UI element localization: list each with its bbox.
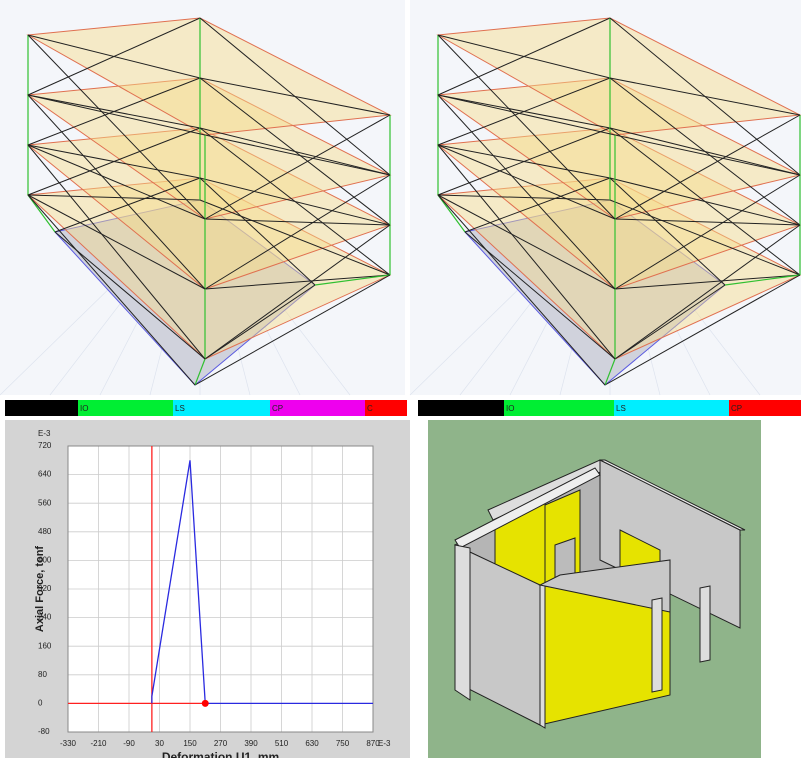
column xyxy=(540,585,545,728)
bar-segment xyxy=(5,400,78,416)
bar-label: LS xyxy=(175,404,185,413)
bar-label: IO xyxy=(506,404,514,413)
x-tick-label: -210 xyxy=(90,739,107,748)
x-tick-label: 630 xyxy=(305,739,319,748)
y-tick-label: 0 xyxy=(38,699,43,708)
x-tick-label: 510 xyxy=(275,739,289,748)
bar-label: CP xyxy=(272,404,283,413)
y-scale-label: E-3 xyxy=(38,429,51,438)
y-tick-label: 160 xyxy=(38,641,52,650)
bar-label: IO xyxy=(80,404,88,413)
bar-label: LS xyxy=(616,404,626,413)
x-tick-label: 150 xyxy=(183,739,197,748)
y-tick-label: 640 xyxy=(38,470,52,479)
point xyxy=(202,700,209,707)
bar-segment xyxy=(418,400,504,416)
bar-segment xyxy=(173,400,270,416)
bar-label: CP xyxy=(731,404,742,413)
y-tick-label: 560 xyxy=(38,498,52,507)
bar-segment xyxy=(78,400,173,416)
column xyxy=(455,545,470,700)
y-tick-label: 720 xyxy=(38,441,52,450)
page: IO LS CP C IO LS CP -8008016024032040048… xyxy=(0,0,801,758)
x-axis-label: Deformation U1, mm xyxy=(162,750,279,758)
y-tick-label: 480 xyxy=(38,527,52,536)
x-tick-label: -90 xyxy=(123,739,135,748)
x-tick-label: 30 xyxy=(155,739,164,748)
bar-label: C xyxy=(367,404,373,413)
bar-segment xyxy=(270,400,365,416)
y-tick-label: -80 xyxy=(38,727,50,736)
y-tick-label: 80 xyxy=(38,670,47,679)
x-tick-label: 390 xyxy=(244,739,258,748)
column xyxy=(700,586,710,662)
bar-segment xyxy=(504,400,614,416)
y-axis-label: Axial Force, tonf xyxy=(34,546,46,633)
figure: IO LS CP C IO LS CP -8008016024032040048… xyxy=(0,0,801,758)
x-scale-label: E-3 xyxy=(378,739,391,748)
bar-segment xyxy=(614,400,729,416)
x-tick-label: 270 xyxy=(214,739,228,748)
column xyxy=(652,598,662,692)
x-tick-label: -330 xyxy=(60,739,77,748)
x-tick-label: 750 xyxy=(336,739,350,748)
